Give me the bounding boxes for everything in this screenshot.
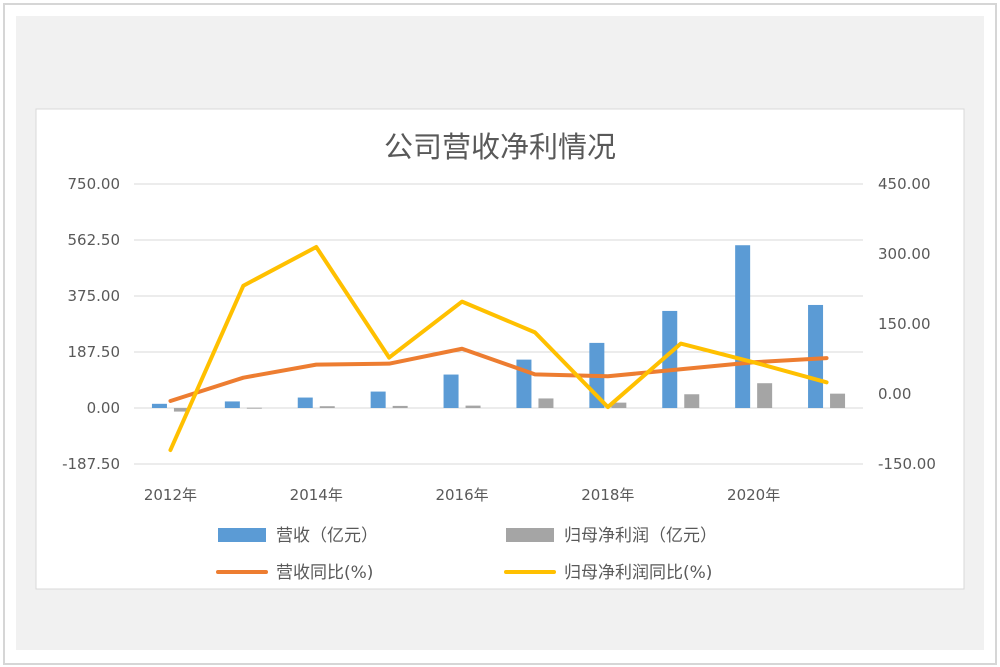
bar-revenue xyxy=(370,391,386,408)
bar-net-profit xyxy=(465,405,481,408)
right-axis-tick-label: 150.00 xyxy=(878,315,931,333)
chart-title: 公司营收净利情况 xyxy=(384,130,616,164)
bar-net-profit xyxy=(757,383,773,408)
x-axis-tick-label: 2018年 xyxy=(581,486,634,504)
bar-net-profit xyxy=(246,407,262,409)
x-axis-tick-label: 2016年 xyxy=(435,486,488,504)
legend-label: 归母净利润同比(%) xyxy=(564,563,712,583)
legend-label: 归母净利润（亿元） xyxy=(564,526,717,546)
bars xyxy=(151,245,846,412)
line-revenue-yoy xyxy=(168,346,829,403)
lines xyxy=(168,245,829,452)
left-axis-tick-label: 750.00 xyxy=(68,175,121,193)
right-axis-tick-label: -150.00 xyxy=(878,455,936,473)
legend-item: 营收（亿元） xyxy=(218,526,378,546)
bar-revenue xyxy=(735,245,751,408)
bar-net-profit xyxy=(830,393,846,408)
bar-net-profit xyxy=(684,394,700,408)
bar-revenue xyxy=(224,401,240,408)
left-axis-tick-label: -187.50 xyxy=(62,455,120,473)
bar-revenue xyxy=(443,374,459,408)
legend-swatch xyxy=(506,528,554,542)
bar-net-profit xyxy=(173,408,189,412)
right-axis-tick-label: 300.00 xyxy=(878,245,931,263)
legend: 营收（亿元） 归母净利润（亿元） 营收同比(%) 归母净利润同比(%) xyxy=(216,526,717,583)
legend-label: 营收（亿元） xyxy=(276,526,378,546)
bar-revenue xyxy=(662,310,678,408)
bar-net-profit xyxy=(319,406,335,408)
left-axis-tick-label: 187.50 xyxy=(68,343,121,361)
bar-net-profit xyxy=(392,405,408,408)
x-axis-tick-label: 2014年 xyxy=(290,486,343,504)
x-axis-tick-label: 2020年 xyxy=(727,486,780,504)
bar-net-profit xyxy=(611,402,627,408)
legend-label: 营收同比(%) xyxy=(276,563,373,583)
line-net-profit-yoy xyxy=(168,245,829,452)
bar-revenue xyxy=(151,403,167,408)
bar-net-profit xyxy=(538,398,554,408)
left-axis-tick-label: 0.00 xyxy=(87,399,120,417)
legend-swatch xyxy=(218,528,266,542)
left-axis-tick-label: 375.00 xyxy=(68,287,121,305)
x-axis-tick-label: 2012年 xyxy=(144,486,197,504)
right-axis-tick-label: 450.00 xyxy=(878,175,931,193)
plot-area-frame xyxy=(35,108,965,590)
axis-labels: 750.00 562.50 375.00 187.50 0.00 -187.50 450.0… xyxy=(62,175,936,504)
legend-item: 营收同比(%) xyxy=(216,563,373,583)
bar-revenue xyxy=(297,397,313,408)
left-axis-tick-label: 562.50 xyxy=(68,231,121,249)
legend-item: 归母净利润同比(%) xyxy=(504,563,712,583)
legend-item: 归母净利润（亿元） xyxy=(506,526,717,546)
right-axis-tick-label: 0.00 xyxy=(878,385,911,403)
